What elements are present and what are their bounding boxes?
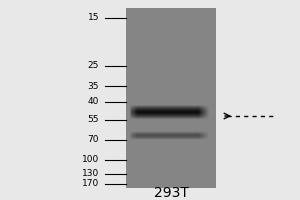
Text: 40: 40 [88,98,99,106]
Text: 55: 55 [88,116,99,124]
Text: 293T: 293T [154,186,188,200]
Text: 25: 25 [88,62,99,71]
Text: 170: 170 [82,180,99,188]
Text: 130: 130 [82,170,99,178]
Text: 70: 70 [88,136,99,144]
Text: 15: 15 [88,14,99,22]
Text: 35: 35 [88,82,99,90]
Text: 100: 100 [82,156,99,164]
